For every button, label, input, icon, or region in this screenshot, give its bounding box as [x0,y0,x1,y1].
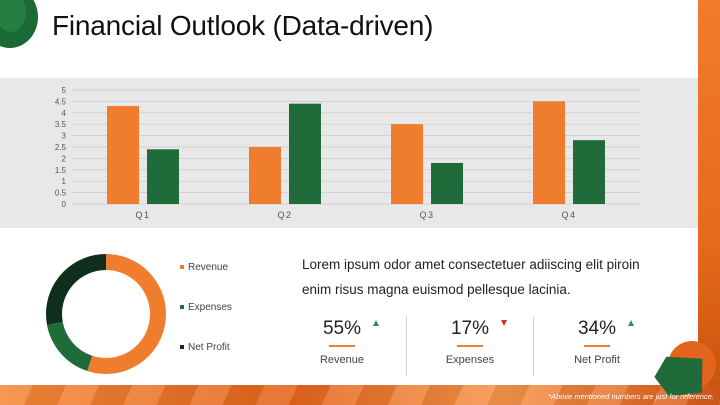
kpi-revenue-value: 55% [322,318,362,339]
donut-chart [46,254,166,374]
legend-item-expenses: Expenses [180,302,232,313]
kpi-expenses-value: 17% [450,318,490,339]
trend-up-icon [373,320,379,326]
y-tick-label: 5 [62,86,67,95]
y-tick-label: 1 [62,177,67,186]
bar-chart-panel: 0 0.5 1 1.5 2 2.5 3 3.5 4 4.5 5 Q1 Q2 Q3 Q4 [0,78,698,228]
kpi-expenses: 17% Expenses [415,318,525,366]
donut-slice-net-profit [46,254,166,374]
kpi-divider [533,316,534,376]
y-tick-label: 0.5 [55,189,67,198]
bar-expenses [289,103,321,204]
bar-expenses [431,162,463,204]
x-tick-label: Q4 [561,210,576,220]
kpi-revenue: 55% Revenue [287,318,397,366]
kpi-divider [406,316,407,376]
kpi-expenses-label: Expenses [445,354,495,366]
legend-label-revenue: Revenue [188,262,229,273]
y-tick-label: 3.5 [55,120,67,129]
bar-revenue [249,147,281,204]
title-band [0,0,698,72]
y-tick-label: 4.5 [55,97,67,106]
bar-expenses [147,149,179,204]
decorative-right-strip [698,0,720,405]
x-tick-label: Q3 [419,210,434,220]
trend-down-icon [501,320,507,326]
footnote: *Above mentioned numbers are just for re… [548,392,714,401]
y-tick-label: 2 [62,154,67,163]
kpi-net-profit: 34% Net Profit [542,318,652,366]
legend-swatch-revenue [180,265,184,270]
y-tick-label: 1.5 [55,166,67,175]
kpi-net-profit-label: Net Profit [574,354,620,366]
x-tick-label: Q1 [135,210,150,220]
bar-expenses [573,140,605,204]
legend-item-revenue: Revenue [180,262,228,273]
legend-swatch-net-profit [180,345,184,350]
legend-swatch-expenses [180,305,184,310]
legend-label-expenses: Expenses [188,302,232,313]
y-tick-label: 2.5 [55,143,67,152]
bar-chart: 0 0.5 1 1.5 2 2.5 3 3.5 4 4.5 5 Q1 Q2 Q3 Q4 [55,86,640,220]
decorative-bottom-strip [0,385,720,405]
y-tick-label: 3 [62,132,67,141]
kpi-underline [457,345,483,347]
kpi-underline [329,345,355,347]
kpi-revenue-label: Revenue [319,354,365,366]
legend-item-net-profit: Net Profit [180,342,230,353]
description-text: Lorem ipsum odor amet consectetuer adiis… [302,257,640,297]
legend-label-net-profit: Net Profit [188,342,230,353]
trend-up-icon [628,320,634,326]
y-tick-label: 4 [62,109,67,118]
bar-revenue [107,105,139,204]
kpi-underline [584,345,610,347]
kpi-net-profit-value: 34% [577,318,617,339]
x-tick-label: Q2 [277,210,292,220]
bar-revenue [533,101,565,204]
page-title: Financial Outlook (Data-driven) [52,10,434,41]
y-tick-label: 0 [62,200,67,209]
bar-revenue [391,124,423,204]
